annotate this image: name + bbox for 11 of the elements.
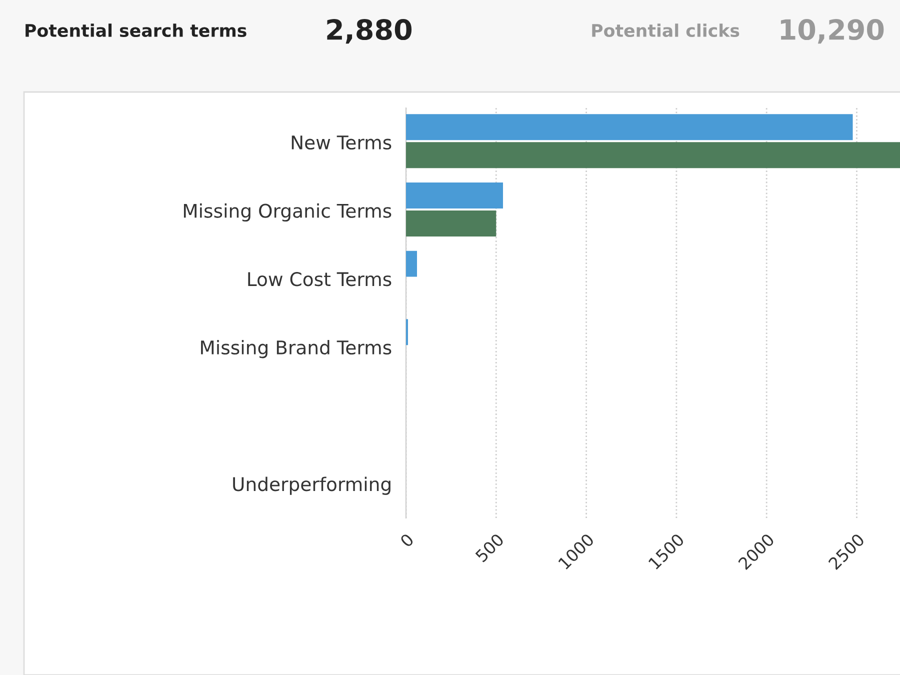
text: 2,880 <box>327 19 412 44</box>
y-tick-label: Low Cost Terms <box>248 272 392 286</box>
x-tick-label: 0 <box>399 532 414 548</box>
x-tick-label: 500 <box>474 532 504 563</box>
y-tick-label: Missing Organic Terms <box>184 203 392 222</box>
y-tick-label: New Terms <box>292 136 392 150</box>
text: 10,290 <box>780 19 884 44</box>
text: Potential search terms <box>26 24 246 38</box>
y-tick-label: Underperforming <box>233 476 390 495</box>
y-tick-label: Missing Brand Terms <box>201 340 392 358</box>
text: Potential clicks <box>592 24 740 38</box>
